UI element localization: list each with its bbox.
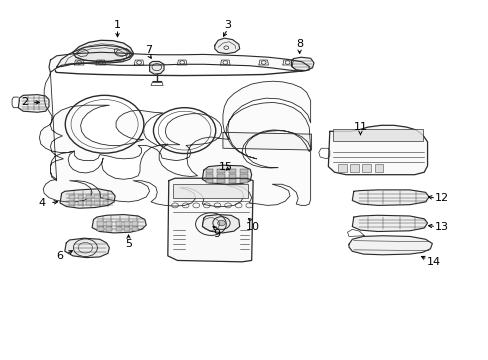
Polygon shape <box>40 72 310 207</box>
Bar <box>102 195 108 199</box>
Bar <box>69 195 75 199</box>
Text: 1: 1 <box>114 20 121 30</box>
Bar <box>217 169 224 173</box>
Bar <box>102 201 108 206</box>
Bar <box>78 195 83 199</box>
Bar <box>217 174 224 178</box>
Polygon shape <box>223 132 311 150</box>
Polygon shape <box>149 62 163 74</box>
Bar <box>228 169 236 173</box>
Polygon shape <box>18 95 49 112</box>
Polygon shape <box>351 190 428 206</box>
Text: 9: 9 <box>213 229 220 239</box>
Bar <box>115 227 122 231</box>
Text: 11: 11 <box>353 122 366 132</box>
Polygon shape <box>202 165 251 184</box>
Bar <box>240 179 247 183</box>
Bar <box>240 174 247 178</box>
Text: 14: 14 <box>426 257 440 267</box>
Text: 5: 5 <box>125 239 132 249</box>
Text: 3: 3 <box>224 20 231 30</box>
Bar <box>94 195 100 199</box>
Bar <box>337 165 346 172</box>
Bar <box>106 221 112 225</box>
Polygon shape <box>291 57 313 71</box>
Bar <box>228 174 236 178</box>
Bar <box>86 195 91 199</box>
Text: 7: 7 <box>145 45 152 55</box>
Circle shape <box>217 220 225 226</box>
Bar <box>86 201 91 206</box>
Polygon shape <box>167 178 253 262</box>
Text: 6: 6 <box>57 251 63 261</box>
Polygon shape <box>49 52 308 72</box>
Text: 10: 10 <box>245 221 260 231</box>
Bar <box>205 174 213 178</box>
Bar <box>69 201 75 206</box>
Text: 12: 12 <box>434 193 448 203</box>
Bar <box>94 201 100 206</box>
Bar <box>78 201 83 206</box>
Bar <box>97 227 103 231</box>
Bar <box>205 179 213 183</box>
Bar <box>97 221 103 225</box>
Bar <box>361 165 370 172</box>
Text: 13: 13 <box>434 221 448 231</box>
Bar <box>374 165 383 172</box>
Bar <box>106 227 112 231</box>
Bar <box>217 179 224 183</box>
Text: 4: 4 <box>39 198 46 208</box>
Text: 15: 15 <box>219 162 233 172</box>
Polygon shape <box>214 38 239 54</box>
Bar <box>349 165 358 172</box>
Bar <box>240 169 247 173</box>
Text: 2: 2 <box>21 98 28 107</box>
Bar <box>132 221 138 225</box>
Polygon shape <box>73 40 133 62</box>
Polygon shape <box>64 238 109 258</box>
Bar <box>205 169 213 173</box>
Bar <box>332 129 423 141</box>
Polygon shape <box>202 215 239 233</box>
Polygon shape <box>92 215 146 233</box>
Bar <box>115 221 122 225</box>
Text: 8: 8 <box>295 39 303 49</box>
Bar <box>172 184 248 198</box>
Bar <box>132 227 138 231</box>
Polygon shape <box>351 215 427 231</box>
Polygon shape <box>328 125 427 175</box>
Bar <box>123 221 130 225</box>
Bar <box>228 179 236 183</box>
Polygon shape <box>348 236 431 255</box>
Polygon shape <box>57 45 133 67</box>
Polygon shape <box>60 189 115 208</box>
Bar <box>123 227 130 231</box>
